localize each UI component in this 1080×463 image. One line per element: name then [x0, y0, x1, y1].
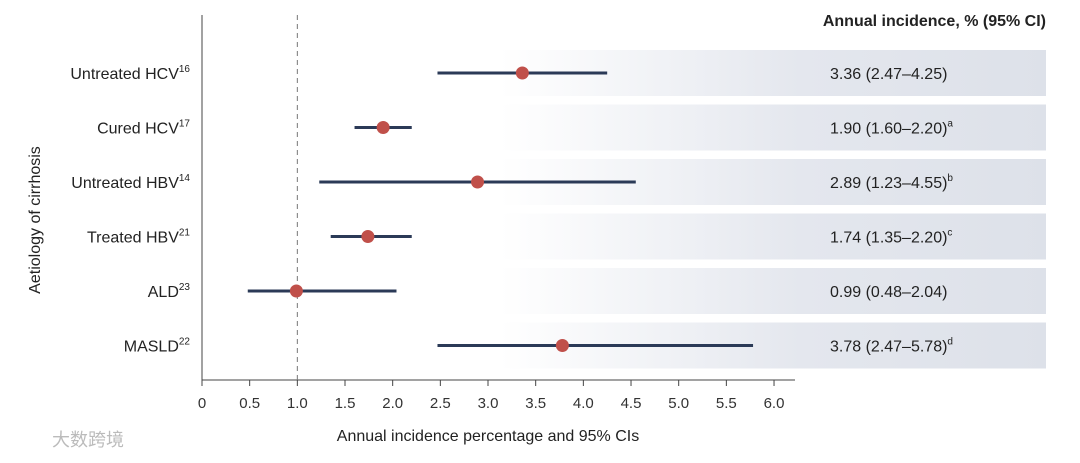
x-tick-label: 1.0 [287, 395, 308, 412]
point-estimate [289, 284, 303, 298]
point-estimate [376, 121, 390, 134]
x-tick-label: 1.5 [335, 395, 356, 412]
category-name: ALD [148, 284, 179, 301]
x-tick-label: 5.0 [668, 395, 689, 412]
value-text: 2.89 (1.23–4.55) [830, 175, 947, 192]
category-label: MASLD22 [124, 336, 191, 356]
value-label: 3.78 (2.47–5.78)d [830, 336, 953, 356]
x-tick-label: 4.0 [573, 395, 594, 412]
category-ref: 21 [179, 227, 191, 238]
value-label: 1.90 (1.60–2.20)a [830, 118, 953, 138]
value-text: 3.36 (2.47–4.25) [830, 66, 947, 83]
value-label: 1.74 (1.35–2.20)c [830, 227, 952, 247]
value-note: a [947, 118, 953, 129]
category-label: ALD23 [148, 282, 191, 302]
x-tick-label: 5.5 [716, 395, 737, 412]
x-tick-label: 0 [198, 395, 206, 412]
category-name: MASLD [124, 339, 179, 356]
y-axis-label: Aetiology of cirrhosis [27, 146, 44, 294]
category-ref: 14 [179, 173, 191, 184]
value-text: 1.74 (1.35–2.20) [830, 230, 947, 247]
x-tick-label: 6.0 [764, 395, 785, 412]
row-band [500, 104, 1046, 151]
category-name: Untreated HCV [70, 66, 179, 83]
row-band [500, 268, 1046, 314]
row-bands [500, 50, 1046, 369]
category-label: Untreated HBV14 [71, 173, 190, 193]
x-tick-label: 0.5 [239, 395, 260, 412]
category-ref: 22 [179, 336, 191, 347]
value-note: b [947, 173, 953, 184]
point-estimate [555, 339, 569, 352]
point-estimate [471, 175, 485, 189]
row-band [500, 213, 1046, 260]
x-tick-label: 3.5 [525, 395, 546, 412]
category-label: Cured HCV17 [97, 118, 190, 138]
value-note: c [947, 227, 952, 238]
x-tick-label: 2.0 [382, 395, 403, 412]
x-tick-label: 4.5 [621, 395, 642, 412]
x-tick-label: 2.5 [430, 395, 451, 412]
category-label: Treated HBV21 [87, 227, 190, 247]
category-ref: 23 [179, 282, 191, 293]
value-text: 1.90 (1.60–2.20) [830, 121, 947, 138]
value-label: 0.99 (0.48–2.04) [830, 284, 947, 301]
value-label: 3.36 (2.47–4.25) [830, 66, 947, 83]
point-estimate [361, 230, 375, 243]
table-header: Annual incidence, % (95% CI) [823, 13, 1046, 30]
category-label: Untreated HCV16 [70, 64, 190, 84]
watermark: 大数跨境 [52, 430, 124, 450]
value-text: 0.99 (0.48–2.04) [830, 284, 947, 301]
point-estimate [515, 66, 529, 80]
x-axis-label: Annual incidence percentage and 95% CIs [337, 428, 639, 445]
value-text: 3.78 (2.47–5.78) [830, 339, 947, 356]
category-name: Treated HBV [87, 230, 179, 247]
x-tick-label: 3.0 [478, 395, 499, 412]
value-note: d [947, 336, 953, 347]
category-name: Cured HCV [97, 121, 179, 138]
category-name: Untreated HBV [71, 175, 179, 192]
category-ref: 17 [179, 118, 191, 129]
category-ref: 16 [179, 64, 191, 75]
value-label: 2.89 (1.23–4.55)b [830, 173, 953, 193]
